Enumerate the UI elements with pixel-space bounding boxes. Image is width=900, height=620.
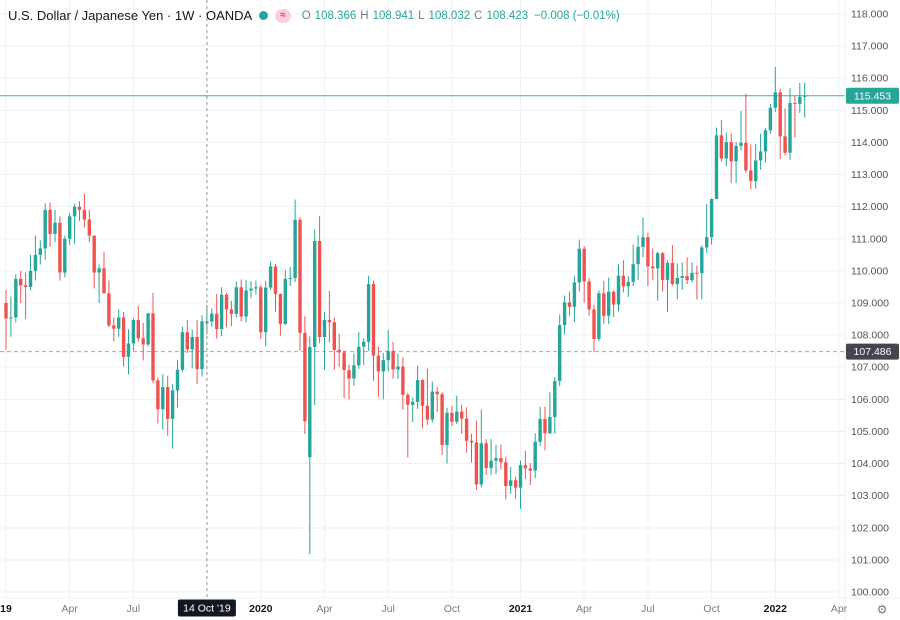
open-value: 108.366 [314,9,357,22]
crosshair-date-badge: 14 Oct '19 [177,599,236,617]
svg-text:Oct: Oct [703,603,719,615]
candles [4,66,807,555]
horizontal-line-badge: 107.486 [846,343,899,360]
svg-text:Jul: Jul [381,603,394,615]
svg-text:115.453: 115.453 [854,90,891,102]
svg-text:118.000: 118.000 [851,9,888,21]
svg-text:117.000: 117.000 [851,41,888,53]
svg-text:105.000: 105.000 [851,426,889,438]
svg-text:115.000: 115.000 [851,105,888,117]
svg-text:101.000: 101.000 [851,554,889,566]
price-axis[interactable] [845,0,900,598]
time-axis[interactable] [0,598,845,620]
svg-text:Oct: Oct [444,603,460,615]
svg-text:Apr: Apr [831,603,848,615]
svg-text:Jul: Jul [641,603,654,615]
svg-text:106.000: 106.000 [851,394,889,406]
svg-text:107.000: 107.000 [851,362,889,374]
svg-text:116.000: 116.000 [851,73,888,85]
svg-text:2020: 2020 [249,603,273,615]
change-value: −0.008 (−0.01%) [534,9,620,22]
close-label: C [474,9,483,22]
svg-text:2022: 2022 [764,603,788,615]
svg-text:2021: 2021 [509,603,533,615]
last-price-badge: 115.453 [846,87,899,104]
svg-text:112.000: 112.000 [851,201,888,213]
svg-text:110.000: 110.000 [851,265,888,277]
svg-text:Jul: Jul [127,603,140,615]
chart-legend: U.S. Dollar / Japanese Yen · 1W · OANDA … [8,8,620,23]
svg-text:104.000: 104.000 [851,458,889,470]
close-value: 108.423 [486,9,529,22]
svg-text:107.486: 107.486 [854,346,892,358]
svg-text:Apr: Apr [316,603,333,615]
time-axis-labels: 19 Apr Jul 2020 Apr Jul Oct 2021 Apr Jul Oct 2022 Ap… [0,603,848,615]
svg-text:Apr: Apr [62,603,79,615]
svg-text:102.000: 102.000 [851,522,889,534]
svg-text:111.000: 111.000 [851,233,888,245]
svg-text:19: 19 [0,603,12,615]
ohlc-values: O 108.366 H 108.941 L 108.032 C 108.423 −0.0… [302,10,620,22]
svg-text:100.000: 100.000 [851,587,889,599]
svg-text:14 Oct '19: 14 Oct '19 [183,603,231,615]
high-value: 108.941 [372,9,415,22]
high-label: H [360,9,369,22]
flag-icon[interactable]: ≈ [275,8,291,23]
symbol-title[interactable]: U.S. Dollar / Japanese Yen · 1W · OANDA [8,8,253,23]
svg-text:109.000: 109.000 [851,298,889,310]
gear-icon[interactable]: ⚙ [877,603,888,617]
svg-text:113.000: 113.000 [851,169,888,181]
svg-text:103.000: 103.000 [851,490,889,502]
price-axis-labels: 118.000 117.000 116.000 115.000 114.000 113.0… [851,9,889,599]
svg-text:114.000: 114.000 [851,137,888,149]
low-label: L [418,9,425,22]
svg-text:Apr: Apr [576,603,593,615]
svg-text:108.000: 108.000 [851,330,889,342]
low-value: 108.032 [428,9,471,22]
open-label: O [301,9,311,22]
market-status-icon[interactable] [259,11,269,20]
